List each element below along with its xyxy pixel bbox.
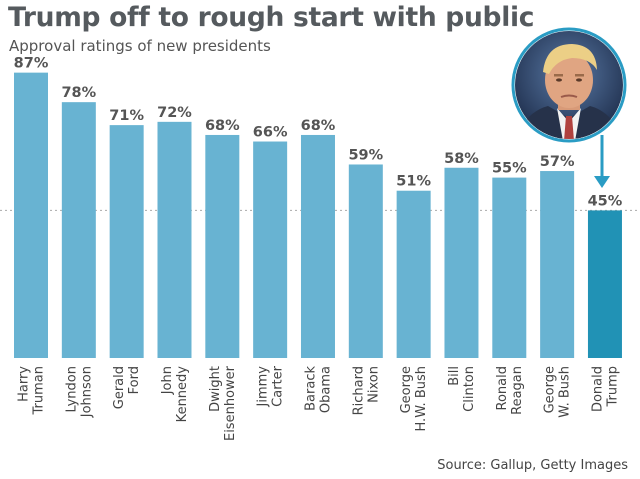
chart-subtitle: Approval ratings of new presidents xyxy=(9,37,271,55)
bar xyxy=(492,177,527,358)
data-label: 68% xyxy=(205,118,240,134)
bar xyxy=(540,171,575,358)
data-label: 72% xyxy=(157,105,192,121)
chart-title: Trump off to rough start with public xyxy=(8,2,535,33)
bar xyxy=(253,141,288,358)
portrait-photo xyxy=(511,27,627,188)
bar xyxy=(61,102,96,358)
data-label: 68% xyxy=(301,118,336,134)
data-labels-group: 87% 78% 71% 72% 68% 66% 68% 59% 51% 58% 55% 57% 45% xyxy=(14,56,623,210)
category-label: GeorgeW. Bush xyxy=(543,366,573,418)
data-label: 51% xyxy=(396,174,431,190)
bar xyxy=(444,167,479,358)
category-labels-group: HarryTruman LyndonJohnson GeraldFord JohnKe… xyxy=(17,365,621,441)
category-label: GeorgeH.W. Bush xyxy=(399,366,429,431)
data-label: 87% xyxy=(14,56,49,72)
category-label: LyndonJohnson xyxy=(64,366,94,418)
data-label: 71% xyxy=(109,108,144,124)
data-label: 45% xyxy=(588,193,623,209)
data-label: 66% xyxy=(253,125,288,141)
bar xyxy=(157,121,192,358)
category-label: DwightEisenhower xyxy=(208,365,238,441)
data-label: 78% xyxy=(61,85,96,101)
data-label: 57% xyxy=(540,154,575,170)
category-label: RichardNixon xyxy=(351,366,381,415)
bar xyxy=(14,72,48,358)
data-label: 55% xyxy=(492,161,527,177)
category-label: JimmyCarter xyxy=(256,365,286,407)
category-label: BillClinton xyxy=(447,366,477,412)
category-label: GeraldFord xyxy=(112,366,142,409)
bars-group xyxy=(14,72,622,359)
category-label: JohnKennedy xyxy=(160,366,190,423)
category-label: BarackObama xyxy=(303,366,333,414)
bar xyxy=(396,190,431,358)
data-label: 59% xyxy=(348,147,383,163)
category-label: HarryTruman xyxy=(17,366,47,416)
data-label: 58% xyxy=(444,151,479,167)
bar xyxy=(348,164,383,358)
bar xyxy=(109,125,144,359)
bar xyxy=(300,134,335,358)
category-label: RonaldReagan xyxy=(495,366,525,415)
bar xyxy=(205,134,240,358)
category-label: DonaldTrump xyxy=(590,366,620,412)
bar xyxy=(587,210,622,358)
source-note: Source: Gallup, Getty Images xyxy=(437,458,628,473)
